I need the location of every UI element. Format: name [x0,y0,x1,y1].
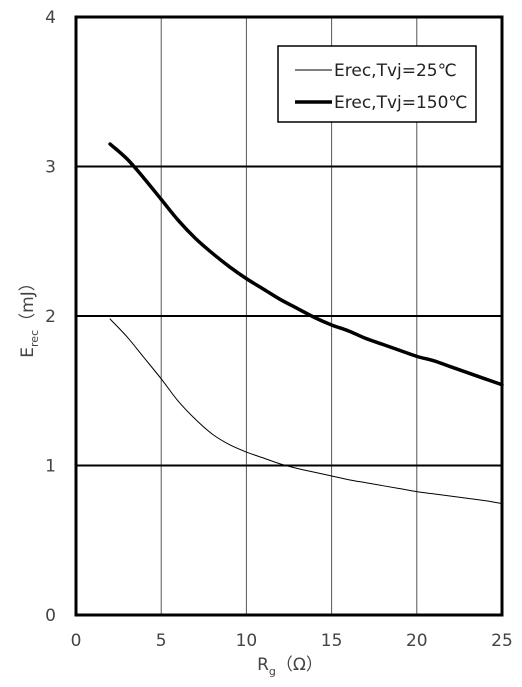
x-tick-label: 5 [156,631,167,651]
series-line-150c [108,142,504,387]
y-tick-label: 1 [45,457,56,477]
x-tick-label: 10 [236,631,258,651]
x-axis-label: Rg（Ω） [257,655,323,678]
y-tick-label: 3 [45,158,56,178]
legend-label-150c: Erec,Tvj=150℃ [334,93,468,113]
x-tick-label: 0 [71,631,82,651]
x-axis-label-unit: （Ω） [276,655,323,675]
x-axis-label-sub: g [269,665,276,678]
tick-layer: 0 5 10 15 20 25 0 1 2 3 4 [45,8,513,651]
legend-box [277,45,477,123]
y-tick-label: 0 [45,606,56,626]
x-tick-label: 20 [406,631,428,651]
y-axis-label-main: E [18,347,38,358]
x-tick-label: 15 [321,631,343,651]
y-axis-label-unit: （mJ） [18,274,38,330]
series-line-25c [109,318,503,505]
x-axis-label-main: R [257,655,269,675]
legend-label-25c: Erec,Tvj=25℃ [334,61,457,81]
chart-legend: Erec,Tvj=25℃ Erec,Tvj=150℃ [277,45,477,123]
series-layer [108,142,504,505]
y-tick-label: 4 [45,8,56,28]
y-tick-label: 2 [45,307,56,327]
plot-frame [74,15,504,617]
y-axis-label-sub: rec [28,330,41,347]
y-axis-label: Erec（mJ） [18,274,41,357]
x-tick-label: 25 [491,631,513,651]
